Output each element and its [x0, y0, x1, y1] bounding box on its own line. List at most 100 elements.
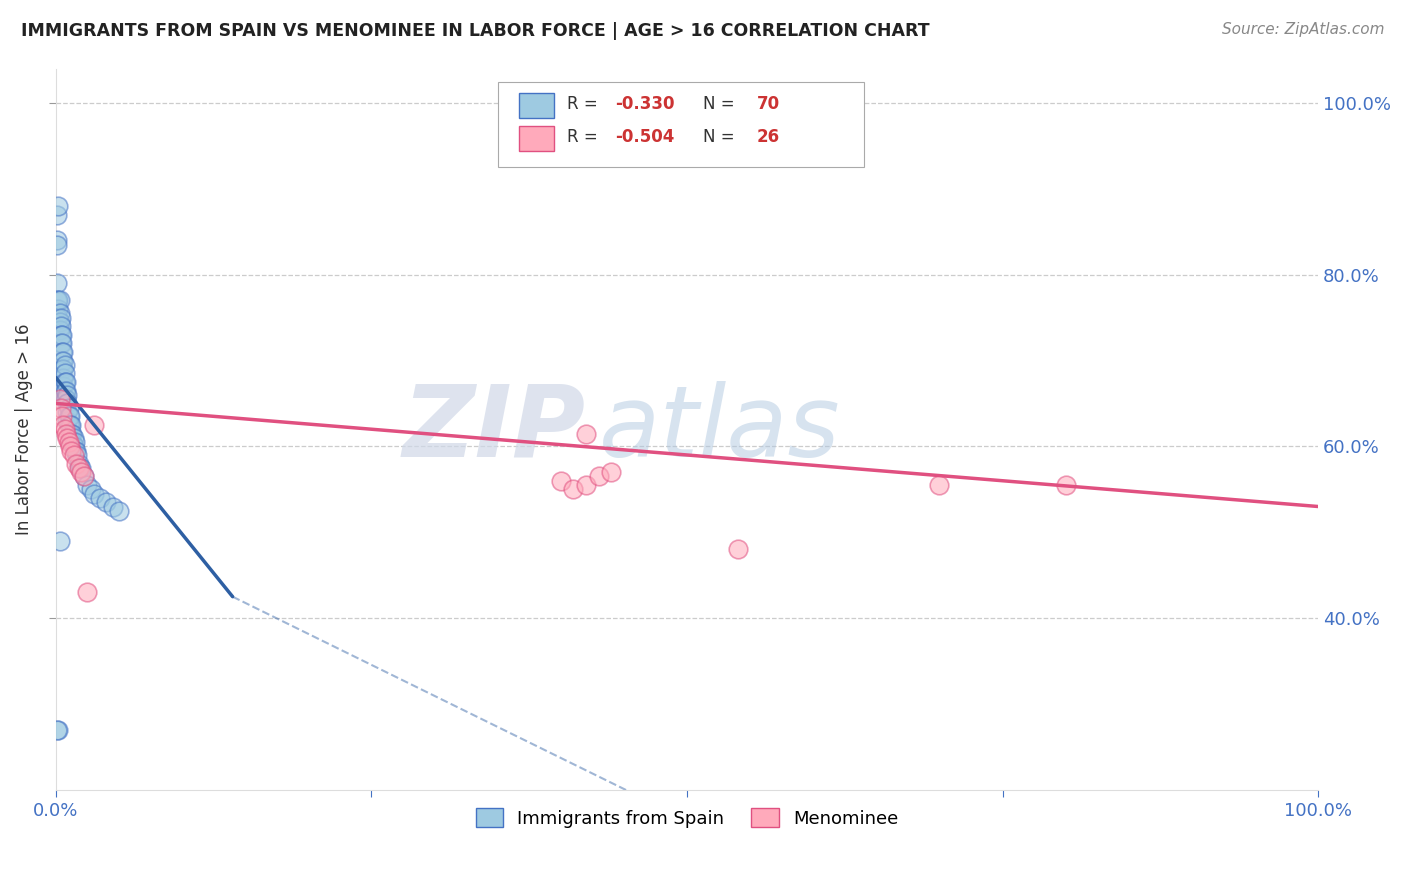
- Text: -0.330: -0.330: [614, 95, 675, 113]
- Point: [76, 585, 98, 599]
- Point: [46, 237, 69, 252]
- Text: ZIP: ZIP: [404, 381, 586, 478]
- Text: 70: 70: [756, 95, 779, 113]
- Point: [48, 306, 70, 320]
- Point: [58, 417, 80, 432]
- Point: [52, 370, 75, 384]
- Point: [65, 457, 87, 471]
- Point: [69, 461, 91, 475]
- Bar: [519, 127, 554, 151]
- Point: [52, 353, 75, 368]
- Point: [60, 435, 83, 450]
- Point: [63, 435, 86, 450]
- Y-axis label: In Labor Force | Age > 16: In Labor Force | Age > 16: [15, 324, 32, 535]
- Point: [52, 417, 75, 432]
- Point: [51, 353, 73, 368]
- Point: [67, 457, 90, 471]
- Point: [59, 409, 82, 424]
- Text: R =: R =: [567, 95, 603, 113]
- Point: [96, 495, 118, 509]
- Point: [51, 336, 73, 351]
- Point: [600, 465, 623, 479]
- Point: [588, 469, 610, 483]
- Point: [60, 426, 83, 441]
- Point: [59, 417, 82, 432]
- Point: [62, 448, 84, 462]
- Point: [73, 469, 96, 483]
- Point: [46, 233, 69, 247]
- Bar: [519, 93, 554, 118]
- Point: [60, 426, 83, 441]
- Point: [49, 336, 72, 351]
- Point: [67, 461, 90, 475]
- Point: [56, 388, 79, 402]
- Point: [89, 491, 111, 505]
- Point: [562, 483, 585, 497]
- Point: [48, 293, 70, 308]
- Text: IMMIGRANTS FROM SPAIN VS MENOMINEE IN LABOR FORCE | AGE > 16 CORRELATION CHART: IMMIGRANTS FROM SPAIN VS MENOMINEE IN LA…: [21, 22, 929, 40]
- Point: [52, 345, 75, 359]
- Point: [53, 358, 76, 372]
- FancyBboxPatch shape: [498, 82, 863, 168]
- Point: [49, 310, 72, 325]
- Point: [58, 435, 80, 450]
- Point: [66, 448, 89, 462]
- Legend: Immigrants from Spain, Menominee: Immigrants from Spain, Menominee: [468, 801, 905, 835]
- Point: [56, 396, 79, 410]
- Point: [48, 392, 70, 406]
- Point: [53, 392, 76, 406]
- Point: [46, 293, 69, 308]
- Point: [55, 392, 77, 406]
- Point: [55, 426, 77, 441]
- Point: [48, 199, 70, 213]
- Point: [56, 431, 79, 445]
- Point: [49, 327, 72, 342]
- Point: [53, 384, 76, 398]
- Point: [83, 417, 105, 432]
- Point: [108, 504, 131, 518]
- Point: [60, 417, 83, 432]
- Point: [76, 478, 98, 492]
- Text: 26: 26: [756, 128, 779, 146]
- Point: [52, 379, 75, 393]
- Point: [55, 384, 77, 398]
- Point: [51, 327, 73, 342]
- Point: [48, 293, 70, 308]
- Text: atlas: atlas: [599, 381, 841, 478]
- Point: [575, 426, 598, 441]
- Point: [83, 486, 105, 500]
- Point: [48, 723, 70, 737]
- Point: [70, 461, 93, 475]
- Point: [65, 443, 87, 458]
- Point: [52, 362, 75, 376]
- Point: [53, 422, 76, 436]
- Point: [49, 401, 72, 415]
- Point: [58, 409, 80, 424]
- Point: [70, 465, 93, 479]
- Point: [48, 533, 70, 548]
- Point: [550, 474, 572, 488]
- Point: [101, 500, 124, 514]
- Point: [59, 426, 82, 441]
- Point: [46, 277, 69, 291]
- Point: [62, 431, 84, 445]
- Point: [58, 401, 80, 415]
- Point: [55, 375, 77, 389]
- Point: [53, 375, 76, 389]
- Text: N =: N =: [703, 128, 741, 146]
- Point: [48, 323, 70, 337]
- Point: [62, 439, 84, 453]
- Text: N =: N =: [703, 95, 741, 113]
- Point: [48, 301, 70, 316]
- Point: [51, 409, 73, 424]
- Point: [73, 469, 96, 483]
- Point: [928, 478, 950, 492]
- Text: Source: ZipAtlas.com: Source: ZipAtlas.com: [1222, 22, 1385, 37]
- Text: R =: R =: [567, 128, 603, 146]
- Point: [60, 435, 83, 450]
- Point: [51, 362, 73, 376]
- Point: [51, 345, 73, 359]
- Point: [48, 310, 70, 325]
- Point: [63, 443, 86, 458]
- Point: [727, 542, 749, 557]
